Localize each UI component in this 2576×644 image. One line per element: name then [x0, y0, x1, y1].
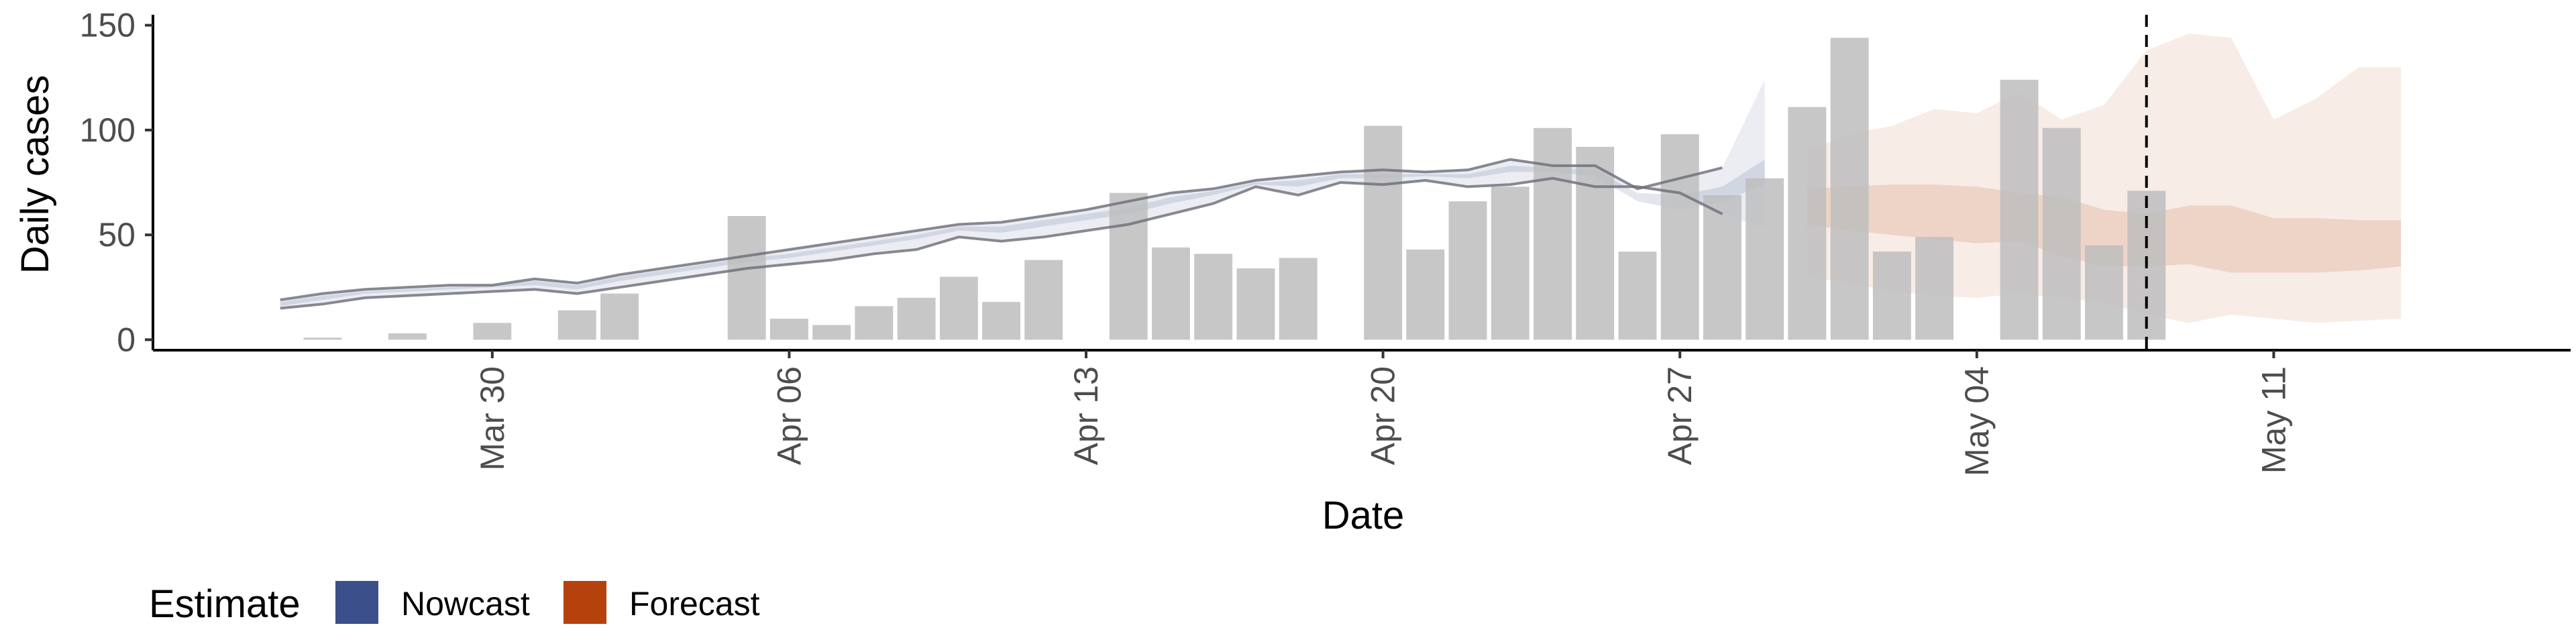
- bar-2020-04-17: [1236, 268, 1275, 340]
- bar-2020-04-23: [1491, 186, 1529, 340]
- legend-label-nowcast: Nowcast: [401, 585, 530, 623]
- legend-key-nowcast: [335, 581, 378, 624]
- axes: 0 50 100 150 Mar 30 Apr 06 Apr 13 Apr 20 Apr 27…: [80, 7, 2571, 476]
- bar-2020-03-28: [388, 333, 427, 340]
- bar-2020-04-21: [1406, 250, 1445, 340]
- x-tick-label-2020-05-11: May 11: [2255, 366, 2292, 474]
- x-tick-label-2020-04-20: Apr 20: [1364, 366, 1402, 465]
- y-tick-label-150: 150: [80, 7, 136, 44]
- bar-2020-05-06: [2042, 127, 2081, 340]
- bar-2020-04-28: [1703, 195, 1741, 340]
- bar-2020-05-02: [1872, 252, 1911, 340]
- bar-2020-04-06: [770, 319, 808, 340]
- bar-2020-03-30: [473, 323, 512, 340]
- bar-2020-05-01: [1830, 38, 1869, 340]
- legend: Estimate Nowcast Forecast: [149, 581, 760, 626]
- nowcast-upper-line: [280, 158, 1723, 301]
- forecast-band-90: [1807, 34, 2402, 323]
- bar-2020-04-24: [1534, 127, 1572, 340]
- bar-2020-04-12: [1024, 260, 1063, 340]
- bar-2020-04-27: [1660, 134, 1699, 340]
- y-axis-title: Daily cases: [13, 75, 57, 274]
- uncertainty-bands: [280, 34, 2402, 323]
- bar-2020-04-10: [939, 276, 978, 340]
- forecast-band-50: [1807, 184, 2402, 273]
- bar-2020-04-09: [897, 297, 936, 340]
- bar-2020-04-14: [1109, 193, 1148, 340]
- x-tick-label-2020-04-13: Apr 13: [1067, 366, 1105, 465]
- legend-key-forecast: [564, 581, 606, 624]
- bar-2020-04-22: [1448, 201, 1487, 340]
- bar-2020-04-01: [557, 310, 596, 340]
- daily-case-bars: [303, 38, 2166, 340]
- bar-2020-04-02: [600, 293, 639, 340]
- bar-2020-04-08: [855, 306, 894, 340]
- bar-2020-04-25: [1576, 146, 1615, 340]
- bar-2020-04-30: [1788, 107, 1827, 340]
- bar-2020-04-18: [1279, 258, 1318, 340]
- bar-2020-05-03: [1915, 237, 1953, 340]
- bar-2020-05-07: [2085, 245, 2123, 340]
- bar-2020-04-29: [1746, 178, 1784, 340]
- x-tick-label-2020-04-27: Apr 27: [1661, 366, 1699, 465]
- bar-2020-04-07: [812, 325, 851, 340]
- bar-2020-04-15: [1152, 247, 1190, 340]
- plot-area: [280, 15, 2402, 350]
- y-tick-label-50: 50: [98, 216, 136, 254]
- x-tick-label-2020-05-04: May 04: [1958, 366, 1996, 476]
- bar-2020-04-20: [1364, 125, 1403, 340]
- x-tick-label-2020-03-30: Mar 30: [474, 366, 511, 471]
- legend-title: Estimate: [149, 582, 301, 626]
- x-axis-title: Date: [1322, 494, 1405, 537]
- x-axis-ticks: Mar 30 Apr 06 Apr 13 Apr 20 Apr 27 May 04 May …: [474, 350, 2292, 476]
- y-axis-ticks: 0 50 100 150: [80, 7, 153, 358]
- bar-2020-04-16: [1194, 254, 1233, 340]
- bar-2020-05-05: [2000, 79, 2039, 340]
- estimate-lines: [280, 158, 1723, 310]
- y-tick-label-100: 100: [80, 111, 136, 149]
- bar-2020-04-26: [1618, 252, 1657, 340]
- bar-2020-04-11: [982, 302, 1020, 340]
- y-tick-label-0: 0: [117, 321, 136, 358]
- x-tick-label-2020-04-06: Apr 06: [770, 366, 808, 465]
- bar-2020-04-05: [727, 216, 766, 340]
- legend-label-forecast: Forecast: [629, 585, 760, 623]
- bar-2020-03-26: [303, 337, 342, 340]
- nowcast-lower-line: [280, 176, 1723, 310]
